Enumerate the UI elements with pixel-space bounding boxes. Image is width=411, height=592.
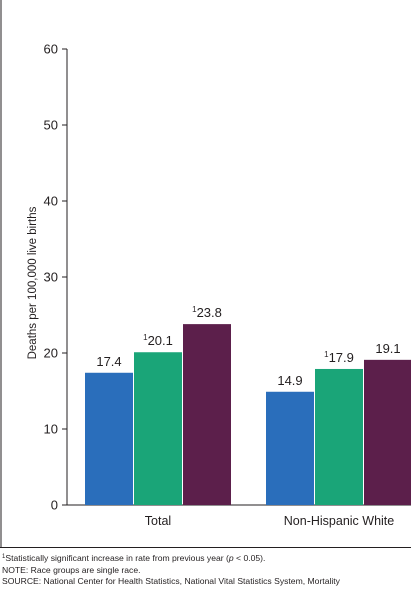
significance-footnote: 1Statistically significant increase in r… xyxy=(2,553,266,563)
chart-frame: 0 10 20 30 40 50 60 Deaths per 100,000 live bir… xyxy=(0,0,411,548)
bar xyxy=(364,359,411,505)
data-label: 14.9 xyxy=(277,373,302,388)
significance-marker: 1 xyxy=(143,333,148,342)
y-tick-label: 30 xyxy=(44,270,58,285)
race-note: NOTE: Race groups are single race. xyxy=(2,564,141,575)
y-tick-label: 40 xyxy=(44,194,58,209)
bar xyxy=(134,352,182,505)
data-value: 17.9 xyxy=(329,350,354,365)
significance-marker: 1 xyxy=(192,305,197,314)
data-label: 17.4 xyxy=(96,354,121,369)
category-label: Non-Hispanic White xyxy=(284,514,395,528)
significance-marker: 1 xyxy=(324,350,329,359)
data-label: 19.1 xyxy=(375,341,400,356)
y-tick-label: 10 xyxy=(44,422,58,437)
bar xyxy=(315,368,363,505)
y-tick-label: 60 xyxy=(44,42,58,57)
bar xyxy=(85,372,133,505)
bar xyxy=(183,324,231,505)
category-label: Total xyxy=(145,514,171,528)
y-tick-label: 50 xyxy=(44,118,58,133)
y-axis-label: Deaths per 100,000 live births xyxy=(27,206,39,359)
data-label: 117.9 xyxy=(324,350,354,365)
data-value: 23.8 xyxy=(197,305,222,320)
data-value: 20.1 xyxy=(148,333,173,348)
y-tick-label: 20 xyxy=(44,346,58,361)
data-label: 123.8 xyxy=(192,305,222,320)
y-tick-label: 0 xyxy=(51,498,58,513)
data-label: 120.1 xyxy=(143,333,173,348)
footnotes: 1Statistically significant increase in r… xyxy=(2,553,411,588)
bar xyxy=(266,391,314,505)
source-note: SOURCE: National Center for Health Stati… xyxy=(2,576,340,586)
bar-chart: 0 10 20 30 40 50 60 Deaths per 100,000 live bir… xyxy=(0,0,411,548)
